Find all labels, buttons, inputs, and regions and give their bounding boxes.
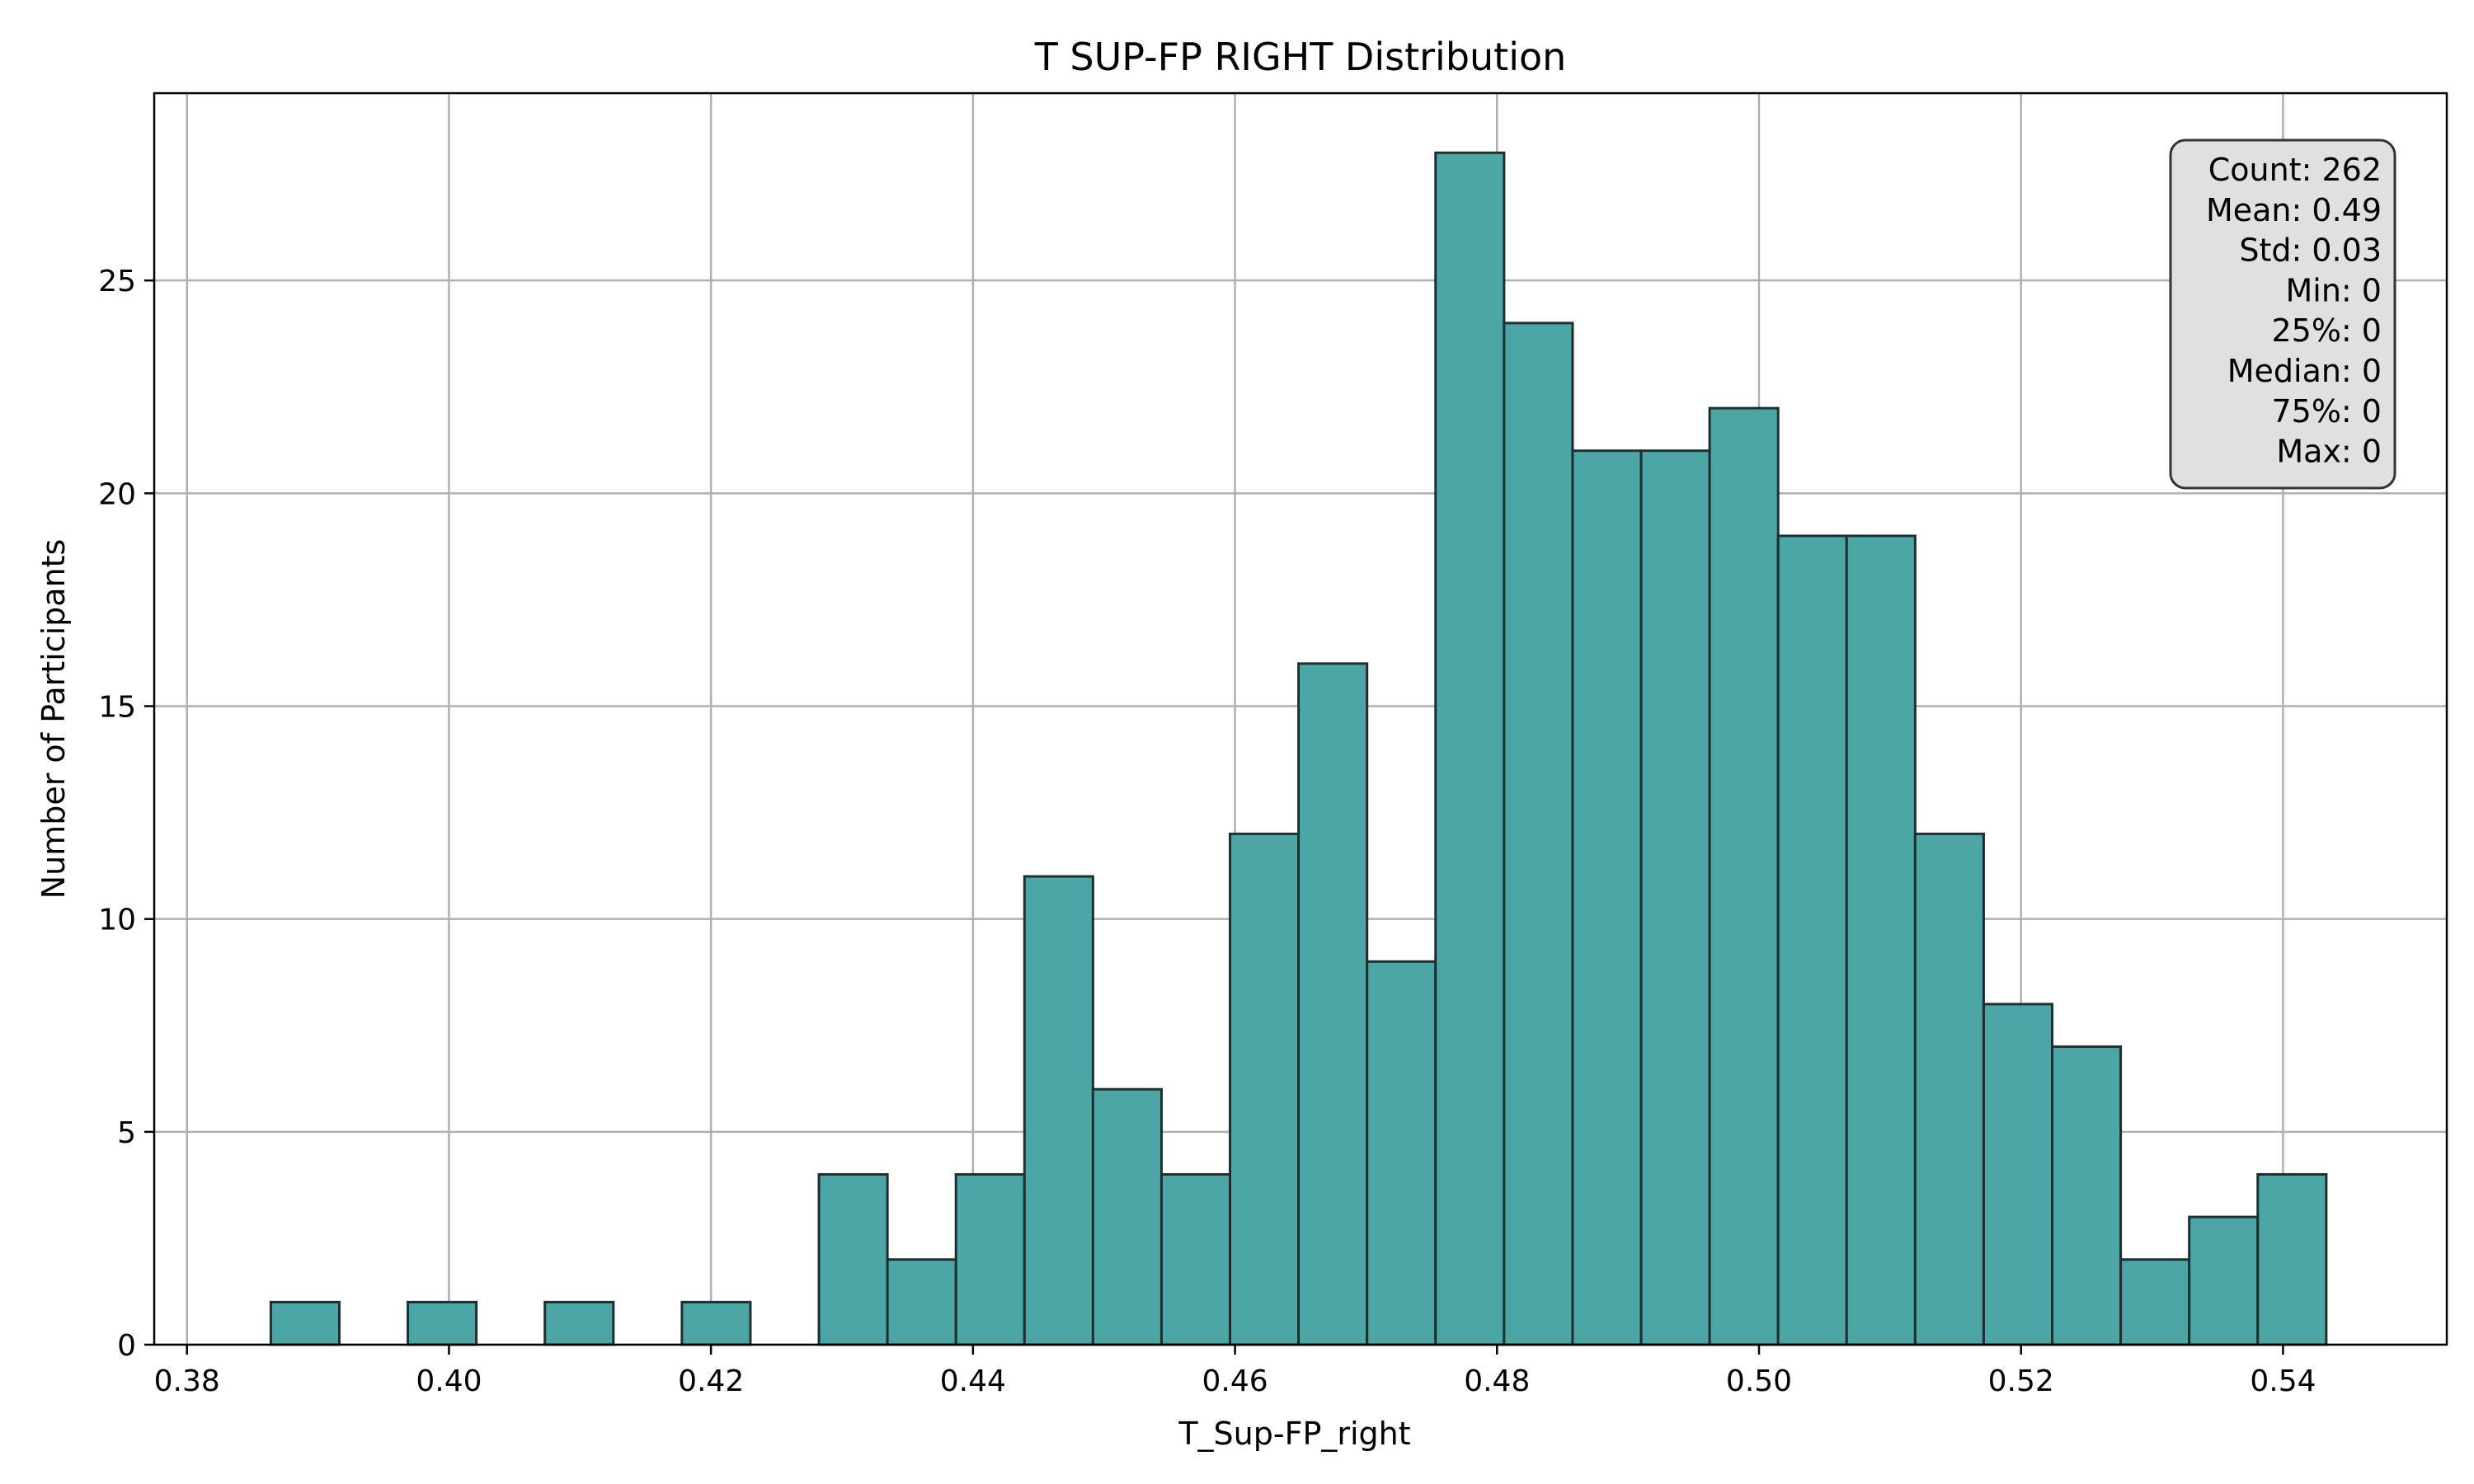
stats-line: Max: 0 [2276,434,2382,470]
stats-line: 75%: 0 [2271,393,2382,430]
histogram-bar [269,1300,341,1346]
y-tick-label: 5 [117,1116,136,1150]
y-tick-label: 10 [98,904,136,937]
x-tick-label: 0.52 [1988,1364,2054,1398]
x-tick-label: 0.44 [940,1364,1006,1398]
histogram-bar [817,1172,889,1346]
histogram-bar [1023,875,1094,1346]
x-tick-label: 0.42 [678,1364,744,1398]
stats-line: Std: 0.03 [2239,232,2382,269]
histogram-bar [1639,449,1711,1346]
bars [269,151,2328,1346]
chart-title: T SUP-FP RIGHT Distribution [1034,35,1567,79]
histogram-bar [1091,1087,1163,1346]
histogram-bar [1913,832,1985,1346]
histogram-bar [1434,151,1506,1346]
histogram-bar [886,1258,957,1346]
x-tick-label: 0.48 [1464,1364,1530,1398]
y-axis-label: Number of Participants [35,539,72,899]
y-tick-label: 20 [98,477,136,511]
histogram-bar [680,1300,752,1346]
stats-box-background [2169,139,2396,490]
y-tick-label: 15 [98,691,136,725]
histogram-bar [954,1172,1026,1346]
x-tick-label: 0.38 [154,1364,220,1398]
x-axis-ticks: 0.38 0.40 0.42 0.44 0.46 0.48 0.50 0.52 0.54 [154,1345,2316,1398]
x-axis-label: T_Sup-FP_right [1178,1416,1410,1452]
plot-frame [153,92,2448,1346]
y-tick-label: 25 [98,265,136,298]
histogram-bar [2119,1258,2191,1346]
x-tick-label: 0.46 [1202,1364,1268,1398]
histogram-bar [1366,960,1437,1346]
histogram-bar [1159,1172,1232,1346]
histogram-bar [407,1300,478,1346]
histogram-bar [543,1300,615,1346]
histogram-bar [1982,1003,2054,1346]
stats-line: 25%: 0 [2271,312,2382,349]
histogram-bar [2188,1215,2260,1346]
stats-line: Mean: 0.49 [2206,192,2382,228]
histogram-bar [1708,406,1780,1346]
histogram-bar [2256,1172,2328,1346]
x-tick-label: 0.50 [1726,1364,1792,1398]
x-tick-label: 0.54 [2250,1364,2316,1398]
histogram-bar [1845,534,1917,1346]
y-axis-ticks: 0 5 10 15 20 25 [98,265,154,1363]
histogram-bar [1503,322,1574,1346]
histogram-bar [1776,534,1848,1346]
stats-line: Min: 0 [2286,272,2382,308]
stats-line: Count: 262 [2208,152,2382,188]
y-tick-label: 0 [117,1329,136,1363]
stats-line: Median: 0 [2227,353,2382,389]
histogram-bar [1229,832,1300,1346]
histogram-bar [1297,662,1369,1346]
histogram-bar [1571,449,1643,1346]
x-tick-label: 0.40 [416,1364,482,1398]
histogram-bar [2051,1045,2123,1346]
